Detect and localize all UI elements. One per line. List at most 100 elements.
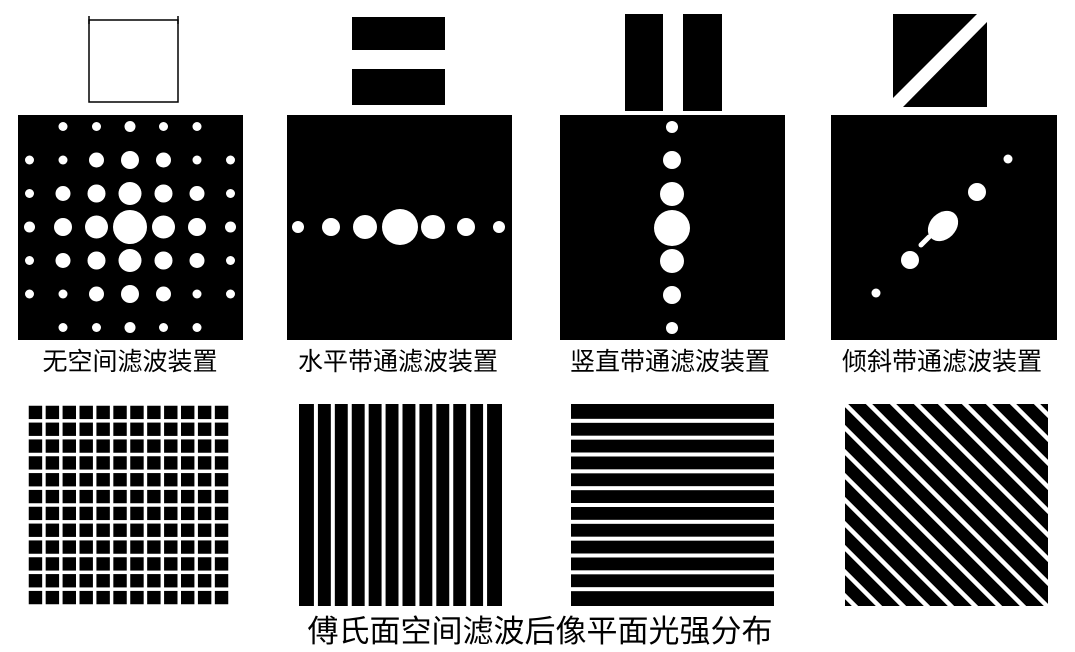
image-grid-cell xyxy=(45,590,60,605)
image-grid-cell xyxy=(197,506,212,521)
image-grid-cell xyxy=(214,540,229,554)
image-grid-cell xyxy=(164,439,178,453)
image-grid-cell xyxy=(113,439,127,453)
image-grid-cell xyxy=(181,574,195,588)
image-diagonal-stripe xyxy=(889,404,1048,563)
image-grid-cell xyxy=(113,489,127,504)
image-grid-cell xyxy=(113,523,127,537)
spectrum-spot xyxy=(87,184,106,203)
spectrum-spot xyxy=(154,184,173,203)
image-grid-cell xyxy=(45,422,60,436)
spectrum-spot xyxy=(421,215,445,239)
image-grid-cell xyxy=(113,590,127,605)
spectrum-spot xyxy=(192,155,202,165)
spectrum-spot xyxy=(89,286,104,302)
spectrum-spot xyxy=(118,182,142,205)
image-diagonal-stripe xyxy=(845,472,979,606)
vertical-mask-right-bar xyxy=(683,14,722,111)
spectrum-spot xyxy=(1003,154,1013,164)
image-grid-cell xyxy=(181,439,195,453)
image-grid-cell xyxy=(96,557,110,571)
spectrum-spot xyxy=(154,251,173,270)
spectrum-center-spot xyxy=(927,210,959,242)
spectrum-spot xyxy=(189,253,205,268)
image-grid-cell xyxy=(181,489,195,504)
image-grid-cell xyxy=(197,456,212,470)
image-grid-cell xyxy=(113,422,127,436)
spectrum-spot xyxy=(226,155,235,165)
image-horizontal-stripe xyxy=(571,486,774,491)
image-diagonal-stripe xyxy=(1065,384,1075,626)
image-grid-cell xyxy=(79,557,93,571)
image-grid-cell xyxy=(45,473,60,487)
image-grid-cell xyxy=(164,473,178,487)
image-grid-cell xyxy=(130,489,144,504)
spectrum-spot xyxy=(25,189,34,198)
image-grid-cell xyxy=(45,456,60,470)
fourier-spectra xyxy=(18,115,1057,340)
image-grid-cell xyxy=(214,439,229,453)
image-grid-cell xyxy=(164,574,178,588)
spectrum-spot xyxy=(159,323,168,332)
image-vertical-stripe xyxy=(415,404,420,606)
image-vertical-stripe xyxy=(330,404,335,606)
image-horizontal-stripe xyxy=(571,469,774,474)
image-grid-cell xyxy=(79,523,93,537)
spectrum-spot xyxy=(54,218,72,236)
image-grid-cell xyxy=(147,456,161,470)
image-grid-cell xyxy=(181,523,195,537)
image-grid-cell xyxy=(130,523,144,537)
image-grid-cell xyxy=(181,473,195,487)
spectrum-spot xyxy=(58,289,68,299)
spectrum-spot xyxy=(124,121,136,132)
spectrum-spot xyxy=(124,322,136,333)
spectrum-spot xyxy=(654,210,690,246)
horizontal-mask-bottom-bar xyxy=(352,69,445,105)
spectrum-spot xyxy=(92,122,101,131)
image-grid-cell xyxy=(164,557,178,571)
image-grid-cell xyxy=(181,405,195,420)
spectrum-spot xyxy=(113,210,147,244)
image-grid-cell xyxy=(147,540,161,554)
spectrum-spot xyxy=(25,256,34,265)
image-diagonal-stripe xyxy=(845,424,1027,606)
image-grid-cell xyxy=(130,574,144,588)
image-horizontal-stripe xyxy=(571,553,774,558)
spectrum-spot xyxy=(24,221,35,233)
spectrum-spot xyxy=(226,256,235,265)
image-grid-cell xyxy=(113,506,127,521)
open-aperture-frame xyxy=(88,19,179,103)
image-grid-cell xyxy=(197,439,212,453)
image-grid-cell xyxy=(214,456,229,470)
image-grid-cell xyxy=(113,574,127,588)
image-diagonal-stripe xyxy=(845,496,955,606)
image-grid-cell xyxy=(28,590,43,605)
image-grid-cell xyxy=(147,422,161,436)
image-horizontal-stripe xyxy=(571,418,774,423)
image-grid-cell xyxy=(214,489,229,504)
image-grid-cell xyxy=(96,439,110,453)
image-grid-cell xyxy=(79,422,93,436)
image-diagonal-stripe xyxy=(1009,404,1048,443)
image-grid-cell xyxy=(197,489,212,504)
image-vertical-stripe xyxy=(432,404,437,606)
image-grid-cell xyxy=(28,473,43,487)
image-grid-cell xyxy=(197,574,212,588)
filter-masks xyxy=(88,14,987,111)
spectrum-diagonal-link xyxy=(918,234,932,248)
spectrum-spot xyxy=(85,215,108,239)
image-grid-cell xyxy=(197,540,212,554)
spectrum-spot xyxy=(666,121,678,133)
image-grid-cell xyxy=(45,439,60,453)
image-grid-cell xyxy=(130,557,144,571)
image-grid-cell xyxy=(79,405,93,420)
horizontal-mask-top-bar xyxy=(352,17,445,50)
image-vertical-stripe xyxy=(449,404,454,606)
image-grid-cell xyxy=(62,590,76,605)
image-grid-cell xyxy=(113,456,127,470)
image-grid-cell xyxy=(214,523,229,537)
image-grid-cell xyxy=(28,557,43,571)
image-vertical-stripe xyxy=(313,404,318,606)
image-grid-cell xyxy=(79,473,93,487)
